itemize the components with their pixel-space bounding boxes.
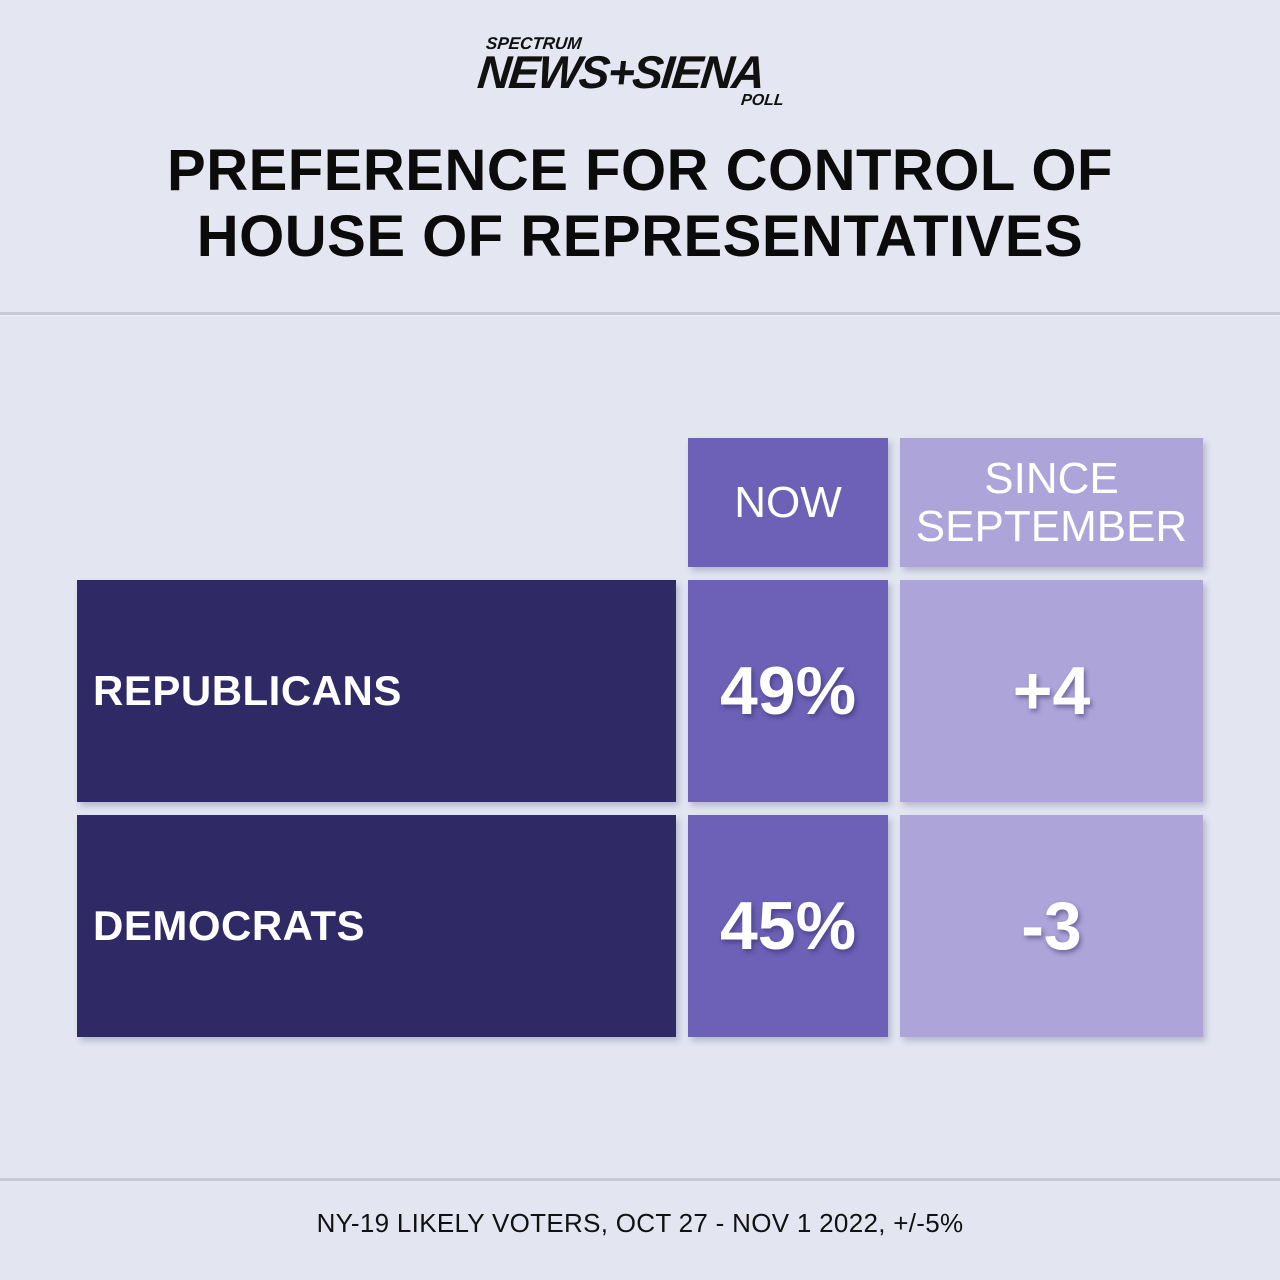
column-header-since-line-2: SEPTEMBER xyxy=(915,501,1188,551)
column-header-now: NOW xyxy=(688,438,888,567)
chart-title-line-1: PREFERENCE FOR CONTROL OF xyxy=(167,138,1113,203)
spectrum-news-siena-poll-logo: SPECTRUM NEWS+SIENA POLL xyxy=(475,34,808,114)
value-democrats-since: -3 xyxy=(900,815,1203,1037)
logo-sub-text: POLL xyxy=(740,92,785,109)
header: SPECTRUM NEWS+SIENA POLL PREFERENCE FOR … xyxy=(0,0,1280,315)
value-republicans-since: +4 xyxy=(900,580,1203,802)
row-label-republicans: REPUBLICANS xyxy=(77,580,676,802)
column-header-since-line-1: SINCE xyxy=(984,453,1119,503)
value-democrats-now: 45% xyxy=(688,815,888,1037)
value-republicans-now: 49% xyxy=(688,580,888,802)
chart-title: PREFERENCE FOR CONTROL OF HOUSE OF REPRE… xyxy=(0,138,1280,270)
footer-source-note: NY-19 LIKELY VOTERS, OCT 27 - NOV 1 2022… xyxy=(316,1208,964,1238)
chart-title-line-2: HOUSE OF REPRESENTATIVES xyxy=(196,204,1084,269)
logo-main-text: NEWS+SIENA xyxy=(475,46,767,98)
column-header-now-label: NOW xyxy=(734,477,842,527)
row-label-democrats: DEMOCRATS xyxy=(77,815,676,1037)
footer-divider xyxy=(0,1178,1280,1280)
column-header-since-september: SINCE SEPTEMBER xyxy=(900,438,1203,567)
